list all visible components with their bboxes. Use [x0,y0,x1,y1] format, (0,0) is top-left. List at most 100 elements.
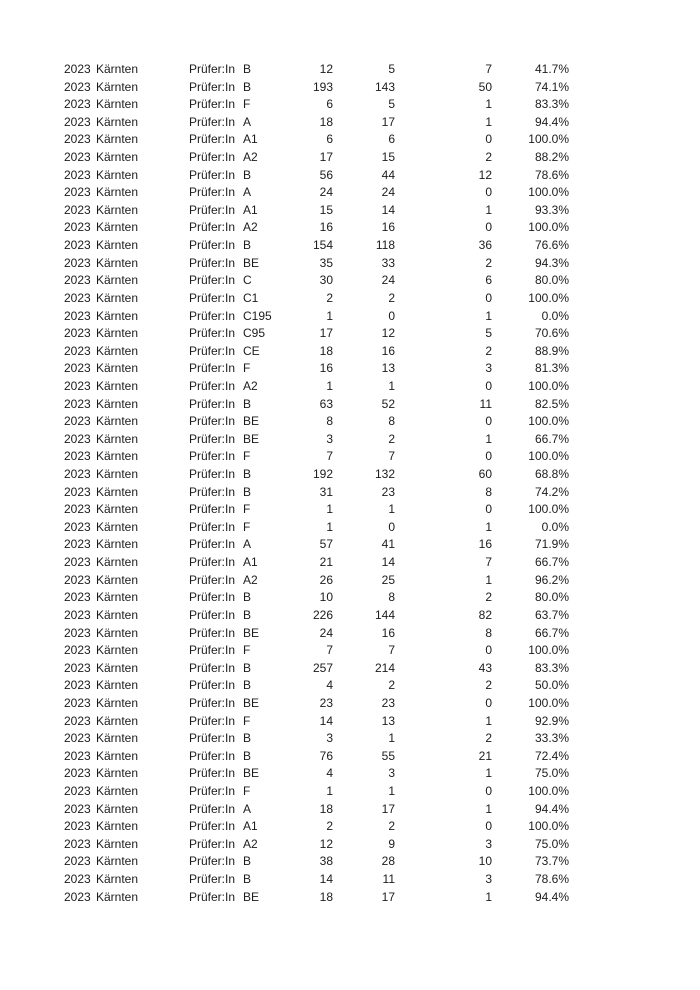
cell-total: 8 [326,414,333,429]
cell-pass-rate: 80.0% [534,590,569,605]
cell-total: 12 [319,836,333,851]
cell-year: 2023 [64,97,91,112]
cell-passed: 2 [388,819,395,834]
table-row: 2023 Kärnten Prüfer:In B 226 144 82 63.7… [0,607,700,625]
cell-total: 56 [319,167,333,182]
cell-total: 24 [319,185,333,200]
cell-examiner: Prüfer:In [189,607,236,622]
cell-pass-rate: 80.0% [534,273,569,288]
cell-examiner: Prüfer:In [189,343,236,358]
cell-total: 23 [319,695,333,710]
cell-year: 2023 [64,889,91,904]
cell-passed: 13 [381,713,395,728]
cell-pass-rate: 66.7% [534,555,569,570]
cell-failed: 0 [485,220,492,235]
cell-year: 2023 [64,238,91,253]
cell-category: A1 [243,555,258,570]
cell-total: 12 [319,62,333,76]
cell-region: Kärnten [96,326,139,341]
cell-failed: 2 [485,255,492,270]
cell-year: 2023 [64,607,91,622]
cell-failed: 50 [478,79,492,94]
table-row: 2023 Kärnten Prüfer:In F 1 1 0 100.0% [0,783,700,801]
cell-region: Kärnten [96,678,139,693]
cell-total: 18 [319,889,333,904]
cell-examiner: Prüfer:In [189,185,236,200]
cell-examiner: Prüfer:In [189,326,236,341]
cell-category: F [243,713,251,728]
cell-passed: 17 [381,889,395,904]
cell-failed: 1 [485,308,492,323]
cell-pass-rate: 100.0% [528,290,569,305]
cell-failed: 3 [485,872,492,887]
table-row: 2023 Kärnten Prüfer:In A1 15 14 1 93.3% [0,202,700,220]
cell-total: 192 [312,467,333,482]
cell-region: Kärnten [96,783,139,798]
cell-pass-rate: 82.5% [534,396,569,411]
cell-failed: 6 [485,273,492,288]
cell-passed: 17 [381,114,395,129]
cell-failed: 3 [485,361,492,376]
cell-failed: 1 [485,114,492,129]
cell-category: B [243,396,252,411]
cell-failed: 11 [479,396,492,411]
table-row: 2023 Kärnten Prüfer:In A 24 24 0 100.0% [0,184,700,202]
cell-region: Kärnten [96,361,139,376]
cell-total: 3 [326,731,333,746]
table-row: 2023 Kärnten Prüfer:In C95 17 12 5 70.6% [0,325,700,343]
cell-region: Kärnten [96,484,139,499]
cell-total: 2 [326,290,333,305]
cell-total: 14 [319,713,333,728]
cell-pass-rate: 63.7% [534,607,569,622]
cell-examiner: Prüfer:In [189,238,236,253]
cell-total: 14 [319,872,333,887]
cell-category: A2 [243,150,258,165]
cell-category: BE [243,431,260,446]
cell-failed: 0 [485,132,492,147]
cell-category: B [243,872,252,887]
cell-passed: 33 [381,255,395,270]
cell-region: Kärnten [96,431,139,446]
cell-total: 18 [319,114,333,129]
cell-region: Kärnten [96,467,139,482]
table-row: 2023 Kärnten Prüfer:In B 10 8 2 80.0% [0,589,700,607]
cell-examiner: Prüfer:In [189,713,236,728]
cell-examiner: Prüfer:In [189,748,236,763]
cell-pass-rate: 88.9% [534,343,569,358]
table-row: 2023 Kärnten Prüfer:In A1 21 14 7 66.7% [0,554,700,572]
cell-total: 4 [326,678,333,693]
cell-examiner: Prüfer:In [189,255,236,270]
cell-region: Kärnten [96,167,139,182]
cell-passed: 16 [381,343,395,358]
cell-category: A2 [243,572,258,587]
cell-examiner: Prüfer:In [189,273,236,288]
cell-examiner: Prüfer:In [189,660,236,675]
cell-year: 2023 [64,150,91,165]
cell-year: 2023 [64,396,91,411]
cell-region: Kärnten [96,449,139,464]
cell-category: B [243,62,252,76]
cell-examiner: Prüfer:In [189,555,236,570]
cell-passed: 3 [388,766,395,781]
cell-category: B [243,484,252,499]
cell-pass-rate: 68.8% [534,467,569,482]
cell-passed: 143 [374,79,395,94]
cell-region: Kärnten [96,625,139,640]
table-row: 2023 Kärnten Prüfer:In B 154 118 36 76.6… [0,237,700,255]
cell-year: 2023 [64,290,91,305]
cell-pass-rate: 100.0% [528,414,569,429]
cell-region: Kärnten [96,537,139,552]
cell-total: 3 [326,431,333,446]
cell-passed: 1 [388,378,395,393]
cell-region: Kärnten [96,555,139,570]
cell-failed: 3 [485,836,492,851]
cell-examiner: Prüfer:In [189,396,236,411]
cell-failed: 1 [485,202,492,217]
cell-total: 16 [319,220,333,235]
table-row: 2023 Kärnten Prüfer:In A2 17 15 2 88.2% [0,149,700,167]
cell-examiner: Prüfer:In [189,819,236,834]
cell-year: 2023 [64,220,91,235]
cell-pass-rate: 83.3% [534,660,569,675]
cell-category: A [243,114,252,129]
cell-examiner: Prüfer:In [189,378,236,393]
